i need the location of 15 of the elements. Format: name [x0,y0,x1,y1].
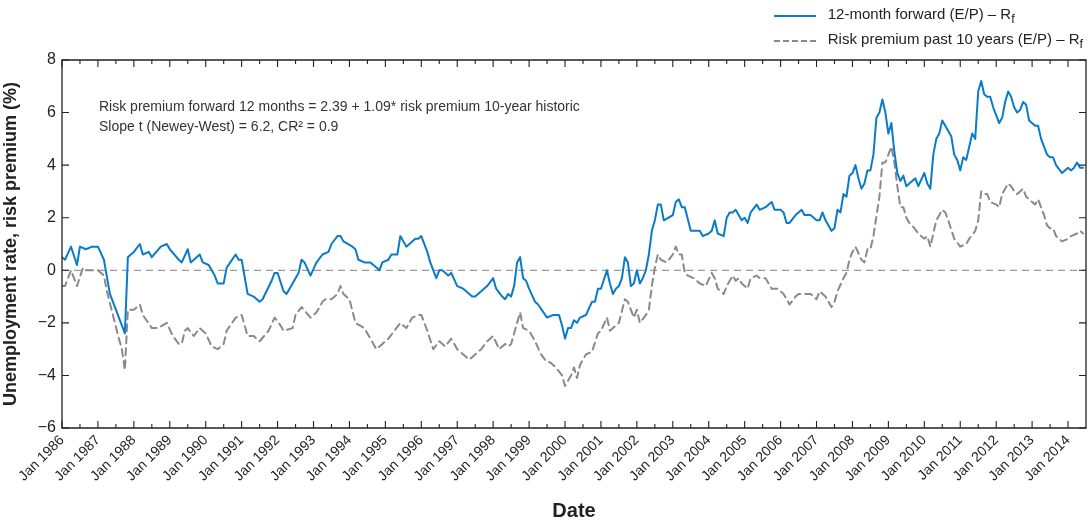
y-tick-label: −2 [37,313,57,331]
y-tick-label: 6 [47,102,57,120]
y-tick-label: 4 [47,155,57,173]
legend-label: 12-month forward (E/P) – R$_{f}$ [827,5,1015,26]
line-series [62,145,1085,387]
x-axis-title: Date [552,498,596,521]
annotation: Slope t (Newey-West) = 6.2, CR² = 0.9 [99,117,339,134]
annotation: Risk premium forward 12 months = 2.39 + 1.09* risk premium 10-year historic [99,97,580,114]
y-tick-label: 0 [47,260,57,278]
y-tick-label: 2 [47,208,57,226]
y-tick-label: −4 [37,365,57,383]
y-tick-label: 8 [47,50,57,68]
legend-label: Risk premium past 10 years (E/P) – R$_{f}$ [827,30,1083,51]
y-axis-title: Unemployment rate, risk premium (%) [0,81,20,407]
y-tick-label: −6 [37,418,57,436]
